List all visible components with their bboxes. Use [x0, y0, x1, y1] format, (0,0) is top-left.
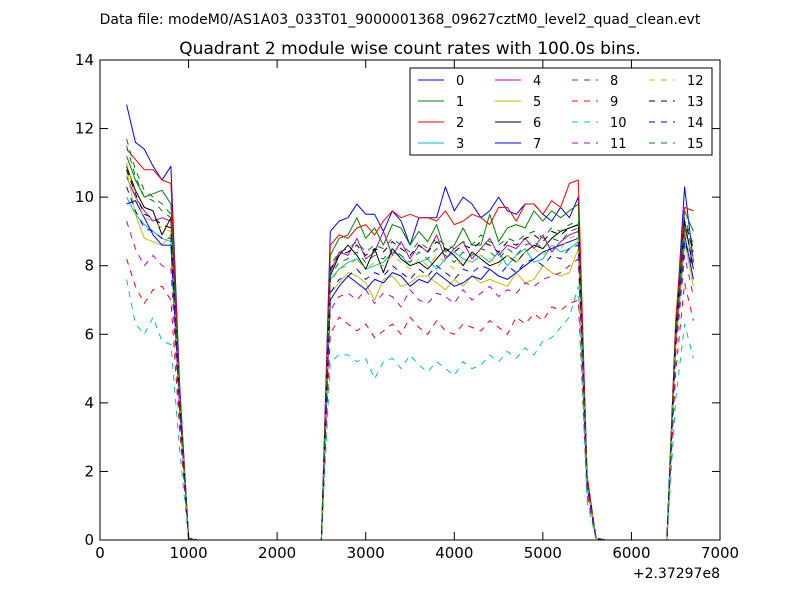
x-tick-label: 2000: [258, 544, 296, 562]
suptitle: Data file: modeM0/AS1A03_033T01_90000013…: [100, 12, 701, 28]
axes-frame: [99, 59, 721, 541]
legend-label-12: 12: [687, 74, 704, 89]
series-line-14: [126, 186, 694, 540]
legend-label-5: 5: [533, 95, 541, 110]
y-tick-label: 14: [75, 51, 94, 69]
x-tick-label: 4000: [435, 544, 473, 562]
x-tick-label: 3000: [347, 544, 385, 562]
legend-label-2: 2: [456, 116, 464, 131]
x-tick-label: 6000: [612, 544, 650, 562]
series-line-15: [126, 145, 694, 540]
series-line-8: [126, 138, 694, 540]
x-tick-label: 0: [95, 544, 105, 562]
y-tick-label: 10: [75, 188, 94, 206]
legend-label-3: 3: [456, 137, 464, 152]
x-tick-label: 5000: [524, 544, 562, 562]
legend-label-14: 14: [687, 116, 704, 131]
legend-label-4: 4: [533, 74, 541, 89]
legend-label-7: 7: [533, 137, 541, 152]
x-tick-label: 1000: [169, 544, 207, 562]
legend-label-1: 1: [456, 95, 464, 110]
y-tick-label: 0: [84, 531, 94, 549]
legend-label-8: 8: [610, 74, 618, 89]
plot-area: 0 1000 2000 3000 4000 5000 6000 700002468101214…: [75, 51, 739, 562]
series-line-9: [126, 258, 694, 540]
legend-label-0: 0: [456, 74, 464, 89]
legend-box: [409, 67, 713, 156]
legend-label-6: 6: [533, 116, 541, 131]
legend-label-11: 11: [610, 137, 627, 152]
series-group: [126, 104, 694, 540]
legend-label-15: 15: [687, 137, 704, 152]
legend-label-13: 13: [687, 95, 704, 110]
y-tick-label: 6: [84, 325, 94, 343]
y-tick-label: 12: [75, 120, 94, 138]
y-tick-label: 2: [84, 462, 94, 480]
legend-label-9: 9: [610, 95, 618, 110]
y-tick-label: 4: [84, 394, 94, 412]
legend-label-10: 10: [610, 116, 627, 131]
series-line-11: [126, 220, 694, 540]
x-tick-label: 7000: [701, 544, 739, 562]
x-offset-label: +2.37297e8: [633, 566, 720, 582]
chart-title: Quadrant 2 module wise count rates with …: [179, 39, 640, 59]
y-tick-label: 8: [84, 257, 94, 275]
